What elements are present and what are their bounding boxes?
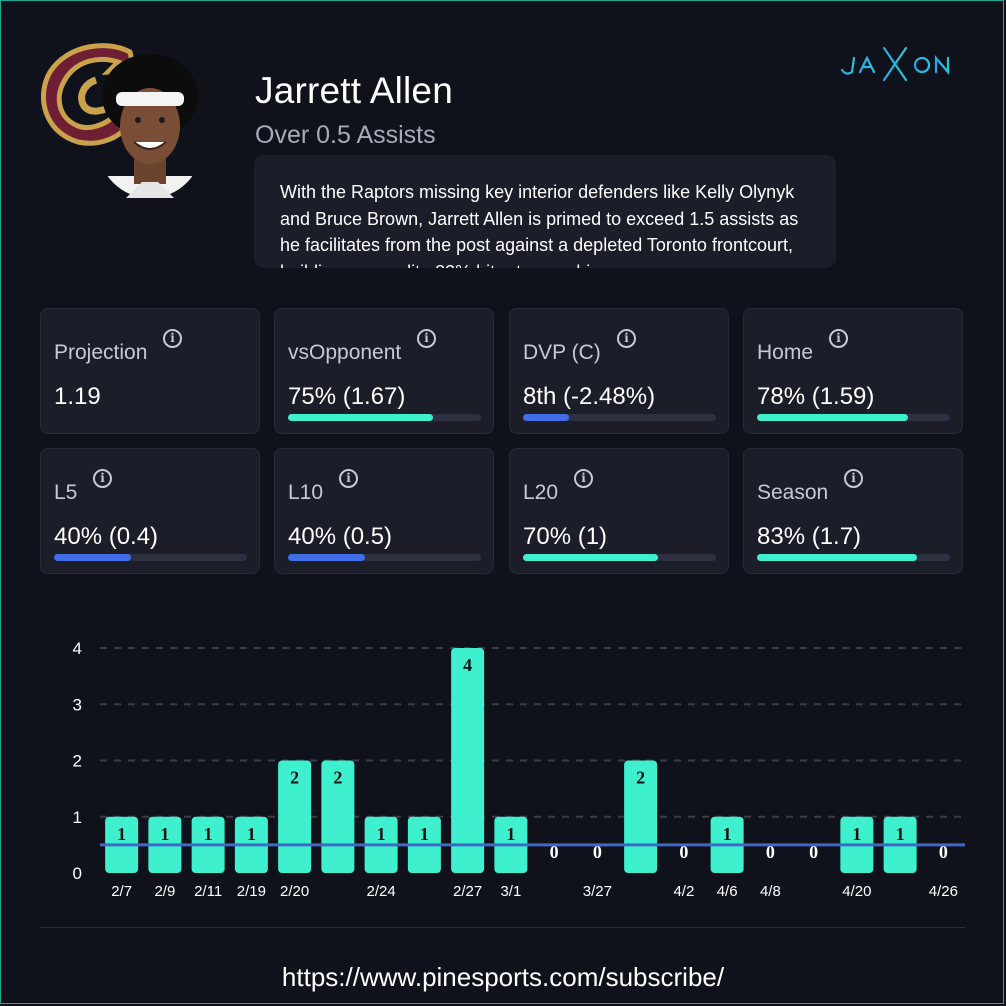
stat-value: 83% (1.7) (757, 523, 862, 550)
y-tick-label: 2 (73, 752, 82, 771)
bar-value-label: 1 (420, 824, 429, 844)
stat-progress-fill (523, 554, 659, 561)
bar-value-label: 1 (160, 824, 169, 844)
bar-value-label: 2 (290, 768, 299, 788)
x-tick-label: 2/20 (280, 883, 309, 900)
stat-value: 78% (1.59) (757, 383, 875, 410)
y-tick-label: 3 (73, 695, 82, 714)
bar-value-label: 0 (809, 842, 818, 862)
info-icon[interactable]: i (339, 469, 358, 488)
player-avatar (98, 54, 202, 198)
bar-value-label: 0 (679, 842, 688, 862)
bar-value-label: 1 (506, 824, 515, 844)
bar-value-label: 1 (377, 824, 386, 844)
bar-value-label: 2 (636, 768, 645, 788)
x-tick-label: 2/7 (111, 883, 132, 900)
x-tick-label: 4/20 (842, 883, 871, 900)
x-tick-label: 4/6 (717, 883, 738, 900)
bar-value-label: 0 (593, 842, 602, 862)
stat-label: vsOpponent (288, 341, 402, 364)
info-icon[interactable]: i (574, 469, 593, 488)
stat-progress-bar (757, 554, 950, 561)
stat-progress-bar (523, 554, 716, 561)
bar-value-label: 0 (939, 842, 948, 862)
stat-progress-fill (757, 414, 908, 421)
stat-card-season: Season i 83% (1.7) (743, 448, 963, 574)
stat-progress-bar (288, 414, 481, 421)
x-tick-label: 2/9 (154, 883, 175, 900)
player-name: Jarrett Allen (255, 70, 453, 111)
x-tick-label: 4/26 (929, 883, 958, 900)
bar-value-label: 1 (852, 824, 861, 844)
stat-progress-fill (288, 554, 366, 561)
stat-card-home: Home i 78% (1.59) (743, 308, 963, 434)
stat-card-l20: L20 i 70% (1) (509, 448, 729, 574)
analysis-text: With the Raptors missing key interior de… (280, 182, 799, 268)
stat-value: 40% (0.5) (288, 523, 393, 550)
x-tick-label: 3/1 (500, 883, 521, 900)
stat-label: L5 (54, 481, 78, 504)
stat-label: L10 (288, 481, 324, 504)
stat-value: 40% (0.4) (54, 523, 159, 550)
stat-progress-bar (288, 554, 481, 561)
stat-progress-bar (757, 414, 950, 421)
bar-value-label: 2 (333, 768, 342, 788)
stat-label: Projection (54, 341, 148, 364)
stat-card-vsopponent: vsOpponent i 75% (1.67) (274, 308, 494, 434)
x-tick-label: 4/8 (760, 883, 781, 900)
bar-value-label: 0 (766, 842, 775, 862)
stat-label: Home (757, 341, 814, 364)
assists-bar-chart: 0 1 2 3 4 1 2/7 1 2/9 1 2/11 1 2/19 2 2/20 2 1 2/24 1 4 2/27… (73, 639, 965, 900)
x-tick-label: 2/11 (194, 883, 222, 900)
stat-progress-fill (54, 554, 132, 561)
info-icon[interactable]: i (93, 469, 112, 488)
stat-label: Season (757, 481, 829, 504)
x-tick-label: 2/24 (367, 883, 396, 900)
stat-card-projection: Projection i 1.19 (40, 308, 260, 434)
y-tick-label: 0 (73, 864, 82, 883)
stat-value: 8th (-2.48%) (523, 383, 656, 410)
y-tick-label: 4 (73, 639, 82, 658)
bar-value-label: 1 (896, 824, 905, 844)
x-tick-label: 2/19 (237, 883, 266, 900)
subscribe-url[interactable]: https://www.pinesports.com/subscribe/ (281, 962, 725, 992)
bar (451, 648, 485, 873)
x-tick-label: 4/2 (673, 883, 694, 900)
info-icon[interactable]: i (829, 329, 848, 348)
stat-card-l10: L10 i 40% (0.5) (274, 448, 494, 574)
bar-value-label: 1 (117, 824, 126, 844)
stat-progress-fill (523, 414, 570, 421)
bar-value-label: 1 (204, 824, 213, 844)
info-icon[interactable]: i (844, 469, 863, 488)
bar-value-label: 4 (463, 655, 472, 675)
info-icon[interactable]: i (163, 329, 182, 348)
stat-progress-fill (288, 414, 433, 421)
stat-progress-bar (54, 554, 247, 561)
stat-value: 75% (1.67) (288, 383, 406, 410)
stat-progress-bar (523, 414, 716, 421)
prop-line: Over 0.5 Assists (255, 121, 436, 149)
stat-value: 1.19 (54, 383, 101, 410)
jaxon-logo (840, 46, 950, 82)
x-tick-label: 3/27 (583, 883, 612, 900)
info-icon[interactable]: i (417, 329, 436, 348)
bar-value-label: 0 (550, 842, 559, 862)
stat-label: L20 (523, 481, 559, 504)
stat-label: DVP (C) (523, 341, 601, 364)
y-tick-label: 1 (73, 808, 82, 827)
x-tick-label: 2/27 (453, 883, 482, 900)
stat-value: 70% (1) (523, 523, 608, 550)
stat-card-l5: L5 i 40% (0.4) (40, 448, 260, 574)
bar-value-label: 1 (247, 824, 256, 844)
stat-card-dvp-c: DVP (C) i 8th (-2.48%) (509, 308, 729, 434)
info-icon[interactable]: i (617, 329, 636, 348)
stat-progress-fill (757, 554, 918, 561)
bar-value-label: 1 (723, 824, 732, 844)
analysis-box[interactable]: With the Raptors missing key interior de… (254, 155, 836, 268)
footer-divider (40, 927, 965, 928)
